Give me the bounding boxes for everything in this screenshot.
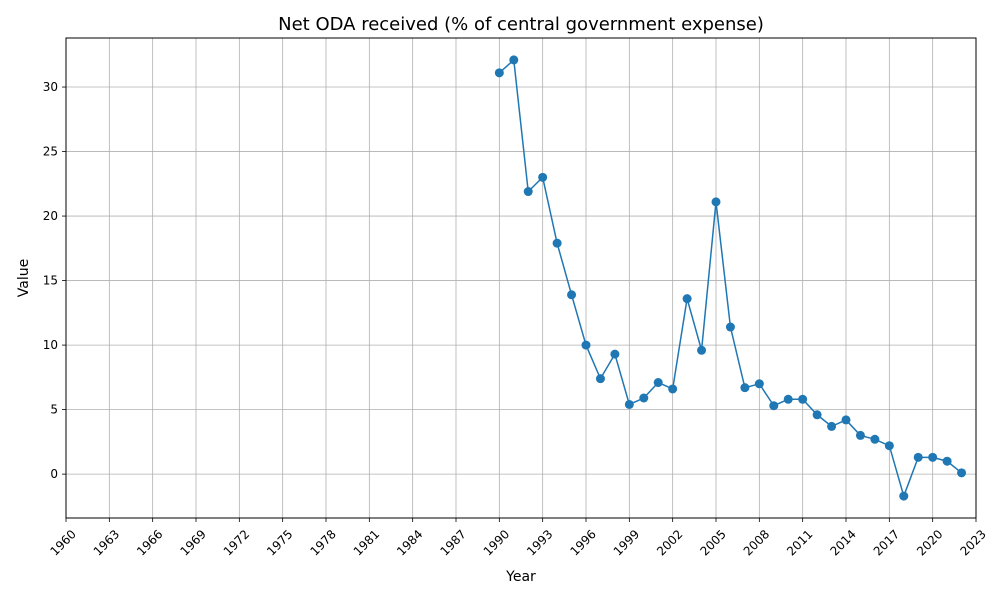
data-point <box>798 394 808 404</box>
data-point <box>928 452 938 462</box>
x-axis-title: Year <box>505 569 536 585</box>
data-point <box>639 393 649 403</box>
data-point <box>538 172 548 182</box>
y-tick-label: 20 <box>43 209 58 223</box>
data-point <box>740 383 750 393</box>
data-point <box>855 430 865 440</box>
plot-frame <box>65 37 977 519</box>
y-tick-label: 10 <box>43 338 58 352</box>
data-point <box>942 456 952 466</box>
data-point <box>567 290 577 300</box>
data-point <box>841 415 851 425</box>
grid-lines <box>65 38 977 518</box>
data-point <box>581 340 591 350</box>
data-point <box>595 374 605 384</box>
data-point <box>697 345 707 355</box>
chart-title: Net ODA received (% of central governmen… <box>278 14 764 35</box>
data-point <box>899 491 909 501</box>
data-point <box>653 378 663 388</box>
data-point <box>494 68 504 78</box>
data-point <box>812 410 822 420</box>
data-point <box>552 238 562 248</box>
y-tick-label: 5 <box>50 403 58 417</box>
data-point <box>769 401 779 411</box>
data-point <box>783 394 793 404</box>
data-point <box>884 441 894 451</box>
y-tick-label: 15 <box>43 274 58 288</box>
data-point <box>624 399 634 409</box>
data-point <box>754 379 764 389</box>
data-point <box>523 187 533 197</box>
data-point <box>827 421 837 431</box>
y-tick-label: 0 <box>50 467 58 481</box>
data-series <box>494 55 967 501</box>
y-tick-label: 30 <box>43 80 58 94</box>
y-tick-label: 25 <box>43 145 58 159</box>
data-point <box>870 434 880 444</box>
y-axis-title: Value <box>16 259 32 297</box>
y-axis-ticks: 0 5 10 15 20 25 30 <box>43 80 66 481</box>
data-point <box>957 468 967 478</box>
data-point <box>913 452 923 462</box>
data-point <box>668 384 678 394</box>
data-point <box>711 197 721 207</box>
data-point <box>725 322 735 332</box>
data-point <box>509 55 519 65</box>
data-point <box>682 294 692 304</box>
data-point <box>610 349 620 359</box>
